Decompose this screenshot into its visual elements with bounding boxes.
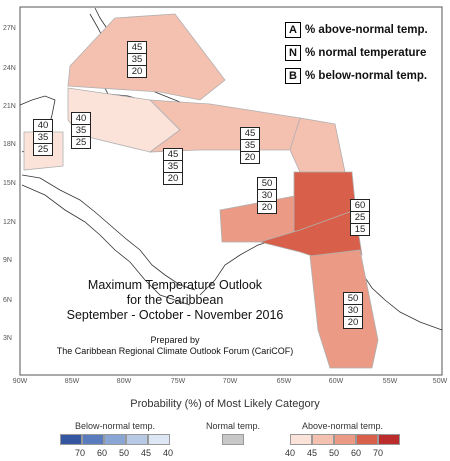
swatch-below-70 [60, 434, 82, 445]
tick-below-60: 60 [97, 448, 108, 458]
prob-below: 25 [75, 137, 87, 148]
legend-below-label: Below-normal temp. [75, 421, 156, 431]
prob-below: 20 [131, 66, 143, 77]
lon-label-4: 70W [223, 378, 238, 385]
prob-box-guianas: 50 30 20 [343, 292, 363, 329]
tick-below-50: 50 [119, 448, 130, 458]
prepared-by-label: Prepared by [150, 335, 200, 345]
swatch-above-70 [378, 434, 400, 445]
lat-label-8: 3N [3, 335, 12, 342]
prob-above: 40 [34, 120, 52, 132]
prob-normal: 35 [128, 54, 146, 66]
prob-above: 45 [241, 128, 259, 140]
swatch-below-60 [82, 434, 104, 445]
tick-above-70: 70 [373, 448, 384, 458]
prob-above: 60 [351, 200, 369, 212]
prob-normal: 35 [241, 140, 259, 152]
lat-label-2: 21N [3, 103, 16, 110]
swatch-normal [222, 434, 244, 445]
key-below: B % below-normal temp. [285, 68, 427, 84]
outlook-regions [23, 13, 379, 369]
prob-box-greater-antilles: 45 35 20 [163, 148, 183, 185]
key-letter-n: N [285, 45, 301, 61]
prob-normal: 30 [344, 305, 362, 317]
longitude-labels: 90W 85W 80W 75W 70W 65W 60W 55W 50W [13, 378, 448, 385]
tick-below-40: 40 [163, 448, 174, 458]
latitude-labels: 27N 24N 21N 18N 15N 12N 9N 6N 3N [3, 25, 16, 342]
outlook-map: 90W 85W 80W 75W 70W 65W 60W 55W 50W 27N … [3, 6, 448, 385]
tick-below-45: 45 [141, 448, 152, 458]
lon-label-7: 55W [383, 378, 398, 385]
lon-label-3: 75W [171, 378, 186, 385]
prob-box-abc-islands: 50 30 20 [257, 177, 277, 214]
swatch-above-45 [312, 434, 334, 445]
prob-below: 25 [37, 144, 49, 155]
swatch-above-40 [290, 434, 312, 445]
lon-label-0: 90W [13, 378, 28, 385]
prob-box-windward: 60 25 15 [350, 199, 370, 236]
prob-below: 20 [347, 317, 359, 328]
key-text-above: % above-normal temp. [305, 24, 428, 36]
prob-normal: 30 [258, 190, 276, 202]
swatch-above-50 [334, 434, 356, 445]
lon-label-2: 80W [117, 378, 132, 385]
legend-title: Probability (%) of Most Likely Category [130, 398, 320, 410]
swatch-below-40 [148, 434, 170, 445]
key-text-below: % below-normal temp. [305, 70, 428, 82]
map-title-line-3: September - October - November 2016 [66, 308, 284, 322]
lat-label-6: 9N [3, 257, 12, 264]
tick-above-45: 45 [307, 448, 318, 458]
tick-above-60: 60 [351, 448, 362, 458]
tick-below-70: 70 [75, 448, 86, 458]
key-letter-a: A [285, 22, 301, 38]
prob-below: 20 [244, 152, 256, 163]
legend-normal-label: Normal temp. [206, 421, 261, 431]
prob-above: 45 [164, 149, 182, 161]
lat-label-4: 15N [3, 180, 16, 187]
prob-below: 20 [167, 173, 179, 184]
tick-above-50: 50 [329, 448, 340, 458]
lat-label-5: 12N [3, 219, 16, 226]
lon-label-5: 65W [277, 378, 292, 385]
key-above: A % above-normal temp. [285, 22, 428, 38]
key-letter-b: B [285, 68, 301, 84]
region-windward [258, 209, 363, 263]
lat-label-3: 18N [3, 141, 16, 148]
swatch-above-60 [356, 434, 378, 445]
map-title-line-1: Maximum Temperature Outlook [87, 278, 263, 292]
prob-box-cayman: 40 35 25 [71, 112, 91, 149]
prepared-by-org: The Caribbean Regional Climate Outlook F… [56, 346, 294, 356]
prob-above: 50 [258, 178, 276, 190]
lat-label-7: 6N [3, 297, 12, 304]
prob-above: 40 [72, 113, 90, 125]
key-normal: N % normal temperature [285, 45, 426, 61]
key-text-normal: % normal temperature [305, 47, 427, 59]
map-title-line-2: for the Caribbean [126, 293, 224, 307]
lon-label-6: 60W [329, 378, 344, 385]
prob-below: 15 [354, 224, 366, 235]
legend-above-label: Above-normal temp. [302, 421, 384, 431]
lon-label-1: 85W [65, 378, 80, 385]
prob-box-belize: 40 35 25 [33, 119, 53, 156]
prob-normal: 35 [164, 161, 182, 173]
lat-label-1: 24N [3, 65, 16, 72]
swatch-below-45 [126, 434, 148, 445]
lat-label-0: 27N [3, 25, 16, 32]
prob-above: 45 [128, 42, 146, 54]
prob-box-leeward: 45 35 20 [240, 127, 260, 164]
prob-above: 50 [344, 293, 362, 305]
swatch-below-50 [104, 434, 126, 445]
tick-above-40: 40 [285, 448, 296, 458]
lon-label-8: 50W [433, 378, 448, 385]
prob-box-bahamas: 45 35 20 [127, 41, 147, 78]
prob-normal: 35 [34, 132, 52, 144]
prob-below: 20 [261, 202, 273, 213]
prob-normal: 25 [351, 212, 369, 224]
prob-normal: 35 [72, 125, 90, 137]
